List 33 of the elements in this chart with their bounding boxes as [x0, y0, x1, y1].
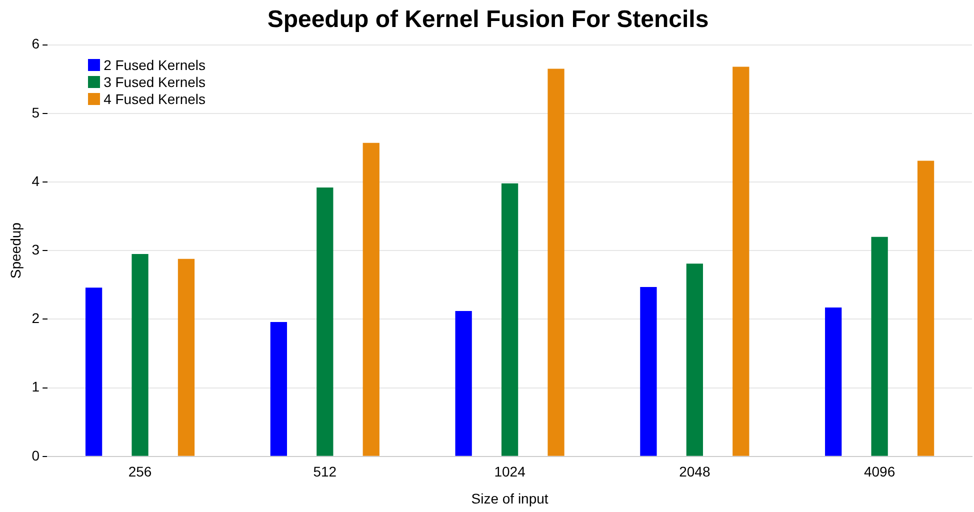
y-tick-label: 3	[32, 241, 40, 258]
bar	[455, 310, 472, 456]
y-tick-label: 1	[32, 378, 40, 395]
legend-label: 3 Fused Kernels	[104, 74, 206, 90]
bar	[640, 286, 657, 456]
bar	[501, 183, 518, 456]
x-tick-label: 512	[313, 464, 337, 480]
x-tick-label: 4096	[864, 464, 896, 480]
x-tick-label: 256	[128, 464, 152, 480]
bar	[686, 264, 703, 456]
bar	[132, 254, 148, 456]
legend-label: 2 Fused Kernels	[104, 57, 206, 74]
bar	[732, 66, 750, 456]
x-tick-label: 2048	[679, 464, 710, 480]
bar	[548, 68, 564, 456]
bar	[316, 187, 334, 456]
bar	[871, 236, 888, 456]
y-tick-label: 5	[32, 104, 40, 120]
x-axis-title: Size of input	[471, 490, 548, 506]
bar	[917, 160, 934, 456]
y-tick-label: 4	[32, 172, 40, 189]
x-tick-label: 1024	[494, 464, 526, 480]
bar	[85, 288, 102, 456]
bar	[362, 142, 380, 456]
chart-title: Speedup of Kernel Fusion For Stencils	[267, 6, 709, 34]
y-tick-label: 6	[32, 36, 40, 52]
bar	[270, 322, 288, 456]
y-axis-title: Speedup	[7, 222, 24, 279]
y-tick-label: 2	[32, 310, 40, 326]
bar	[178, 258, 195, 456]
legend-label: 4 Fused Kernels	[104, 91, 206, 108]
y-tick-label: 0	[32, 447, 40, 464]
bar	[825, 308, 842, 456]
